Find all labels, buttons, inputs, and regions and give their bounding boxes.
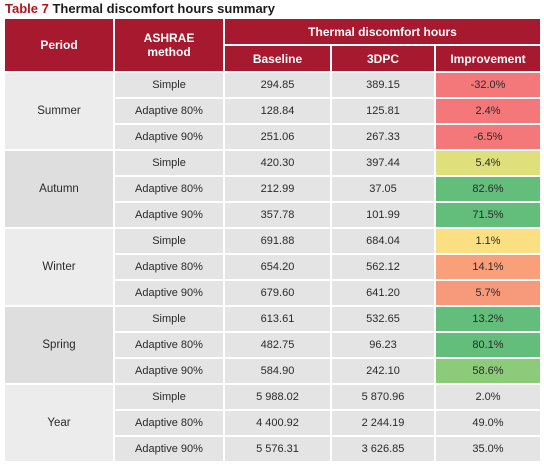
improvement-cell: 14.1% <box>436 255 540 281</box>
dpc-cell: 641.20 <box>332 281 436 307</box>
dpc-cell: 125.81 <box>332 99 436 125</box>
improvement-column-header: Improvement <box>436 46 540 73</box>
baseline-cell: 584.90 <box>225 359 332 385</box>
method-cell: Adaptive 90% <box>115 125 225 151</box>
baseline-cell: 251.06 <box>225 125 332 151</box>
dpc-cell: 96.23 <box>332 333 436 359</box>
baseline-cell: 294.85 <box>225 73 332 99</box>
improvement-cell: 2.4% <box>436 99 540 125</box>
baseline-cell: 212.99 <box>225 177 332 203</box>
method-cell: Simple <box>115 385 225 411</box>
method-cell: Simple <box>115 73 225 99</box>
period-column-header: Period <box>5 19 115 73</box>
method-cell: Adaptive 80% <box>115 177 225 203</box>
method-header-line1: ASHRAE <box>143 31 195 45</box>
method-cell: Adaptive 90% <box>115 281 225 307</box>
baseline-cell: 5 576.31 <box>225 437 332 463</box>
improvement-cell: 71.5% <box>436 203 540 229</box>
period-cell: Year <box>5 385 115 463</box>
baseline-cell: 613.61 <box>225 307 332 333</box>
baseline-cell: 482.75 <box>225 333 332 359</box>
dpc-cell: 3 626.85 <box>332 437 436 463</box>
method-header-line2: method <box>147 45 191 59</box>
table-row: Autumn Simple 420.30 397.44 5.4% <box>5 151 540 229</box>
table-row: Adaptive 90% 584.90 242.10 58.6% <box>5 359 540 385</box>
table-title: Thermal discomfort hours summary <box>52 1 275 16</box>
method-column-header: ASHRAE method <box>115 19 225 73</box>
discomfort-hours-group-header: Thermal discomfort hours <box>225 19 540 46</box>
method-cell: Adaptive 80% <box>115 99 225 125</box>
table-row: Adaptive 80% 4 400.92 2 244.19 49.0% <box>5 411 540 437</box>
improvement-cell: 49.0% <box>436 411 540 437</box>
improvement-cell: 58.6% <box>436 359 540 385</box>
dpc-cell: 267.33 <box>332 125 436 151</box>
table-row: Adaptive 90% 679.60 641.20 5.7% <box>5 281 540 307</box>
method-cell: Simple <box>115 229 225 255</box>
dpc-cell: 684.04 <box>332 229 436 255</box>
period-cell: Autumn <box>5 151 115 229</box>
baseline-column-header: Baseline <box>225 46 332 73</box>
table-row: Adaptive 90% 251.06 267.33 -6.5% <box>5 125 540 151</box>
method-cell: Simple <box>115 151 225 177</box>
table-row: Adaptive 80% 128.84 125.81 2.4% <box>5 99 540 125</box>
dpc-cell: 242.10 <box>332 359 436 385</box>
thermal-discomfort-table: Period ASHRAE method Thermal discomfort … <box>5 19 540 463</box>
table-row: Summer Simple 294.85 389.15 -32.0% <box>5 73 540 151</box>
improvement-cell: 5.7% <box>436 281 540 307</box>
table-row: Adaptive 80% 212.99 37.05 82.6% <box>5 177 540 203</box>
table-row: Adaptive 80% 482.75 96.23 80.1% <box>5 333 540 359</box>
baseline-cell: 654.20 <box>225 255 332 281</box>
method-cell: Adaptive 80% <box>115 255 225 281</box>
dpc-cell: 389.15 <box>332 73 436 99</box>
table-row: Adaptive 90% 5 576.31 3 626.85 35.0% <box>5 437 540 463</box>
baseline-cell: 5 988.02 <box>225 385 332 411</box>
period-cell: Summer <box>5 73 115 151</box>
baseline-cell: 691.88 <box>225 229 332 255</box>
table-caption: Table 7 Thermal discomfort hours summary <box>5 1 275 17</box>
improvement-cell: 2.0% <box>436 385 540 411</box>
improvement-cell: 1.1% <box>436 229 540 255</box>
improvement-cell: -32.0% <box>436 73 540 99</box>
baseline-cell: 420.30 <box>225 151 332 177</box>
improvement-cell: 35.0% <box>436 437 540 463</box>
improvement-cell: 80.1% <box>436 333 540 359</box>
method-cell: Simple <box>115 307 225 333</box>
dpc-cell: 532.65 <box>332 307 436 333</box>
dpc-cell: 2 244.19 <box>332 411 436 437</box>
baseline-cell: 679.60 <box>225 281 332 307</box>
method-cell: Adaptive 80% <box>115 333 225 359</box>
improvement-cell: 5.4% <box>436 151 540 177</box>
table-row: Winter Simple 691.88 684.04 1.1% <box>5 229 540 307</box>
dpc-cell: 397.44 <box>332 151 436 177</box>
dpc-column-header: 3DPC <box>332 46 436 73</box>
method-cell: Adaptive 90% <box>115 359 225 385</box>
dpc-cell: 101.99 <box>332 203 436 229</box>
period-cell: Spring <box>5 307 115 385</box>
table-row: Adaptive 80% 654.20 562.12 14.1% <box>5 255 540 281</box>
table-number: Table 7 <box>5 1 49 16</box>
dpc-cell: 37.05 <box>332 177 436 203</box>
period-cell: Winter <box>5 229 115 307</box>
baseline-cell: 4 400.92 <box>225 411 332 437</box>
table-row: Year Simple 5 988.02 5 870.96 2.0% <box>5 385 540 463</box>
table-header: Period ASHRAE method Thermal discomfort … <box>5 19 540 73</box>
improvement-cell: -6.5% <box>436 125 540 151</box>
dpc-cell: 5 870.96 <box>332 385 436 411</box>
dpc-cell: 562.12 <box>332 255 436 281</box>
baseline-cell: 128.84 <box>225 99 332 125</box>
table-body: Summer Simple 294.85 389.15 -32.0% Adaptive 8… <box>5 73 540 463</box>
method-cell: Adaptive 90% <box>115 203 225 229</box>
improvement-cell: 82.6% <box>436 177 540 203</box>
method-cell: Adaptive 90% <box>115 437 225 463</box>
table-row: Adaptive 90% 357.78 101.99 71.5% <box>5 203 540 229</box>
improvement-cell: 13.2% <box>436 307 540 333</box>
method-cell: Adaptive 80% <box>115 411 225 437</box>
baseline-cell: 357.78 <box>225 203 332 229</box>
table-row: Spring Simple 613.61 532.65 13.2% <box>5 307 540 385</box>
